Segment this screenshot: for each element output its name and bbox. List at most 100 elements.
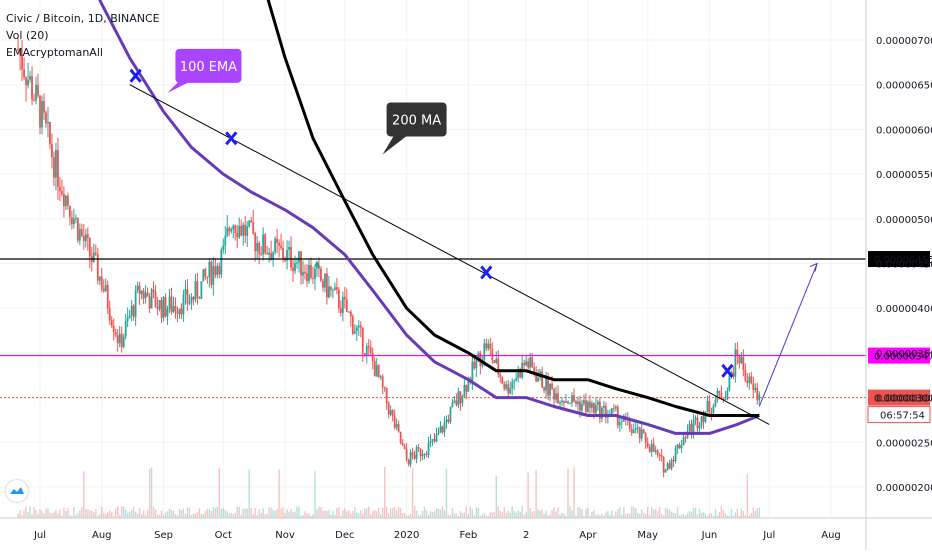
volume-bar bbox=[553, 507, 555, 518]
candle-body bbox=[337, 289, 340, 309]
volume-bar bbox=[690, 512, 693, 518]
volume-bar bbox=[212, 507, 215, 518]
candle-body bbox=[78, 229, 81, 241]
volume-bar bbox=[493, 511, 495, 518]
volume-bar bbox=[146, 509, 149, 518]
volume-bar bbox=[684, 515, 687, 518]
candle-body bbox=[268, 252, 271, 255]
volume-bar bbox=[115, 508, 117, 518]
volume-bar bbox=[629, 513, 631, 518]
candle-body bbox=[92, 252, 95, 263]
candle-body bbox=[104, 285, 107, 292]
candle-body bbox=[658, 454, 661, 456]
candle-body bbox=[742, 356, 745, 370]
volume-bar bbox=[387, 513, 390, 518]
volume-bar bbox=[344, 508, 346, 518]
candle-body bbox=[377, 365, 380, 378]
candle-body bbox=[415, 447, 418, 459]
price-tick-label: 0.00000450 bbox=[876, 260, 932, 271]
candle-body bbox=[178, 308, 181, 314]
volume-bar bbox=[425, 510, 428, 518]
volume-bar bbox=[49, 512, 51, 518]
volume-bar bbox=[395, 510, 398, 518]
price-label-box bbox=[868, 347, 930, 364]
volume-bar bbox=[71, 515, 73, 518]
candle-body bbox=[329, 286, 332, 290]
candle-body bbox=[507, 384, 510, 394]
volume-bar bbox=[366, 508, 368, 518]
candle-body bbox=[120, 333, 123, 347]
candle-body bbox=[82, 235, 85, 242]
candle-body bbox=[662, 457, 665, 473]
candle-body bbox=[331, 289, 334, 291]
ema-callout-text: 100 EMA bbox=[180, 60, 237, 75]
candle-body bbox=[549, 383, 551, 396]
volume-bar bbox=[142, 510, 145, 518]
volume-bar bbox=[652, 509, 655, 518]
candle-body bbox=[393, 415, 396, 428]
volume-bar bbox=[465, 506, 468, 518]
volume-bar bbox=[385, 506, 388, 518]
candle-body bbox=[192, 296, 195, 300]
candle-body bbox=[724, 399, 727, 401]
candle-body bbox=[674, 447, 677, 462]
candle-body bbox=[172, 306, 175, 312]
volume-bar bbox=[429, 511, 432, 518]
volume-bar bbox=[445, 468, 448, 518]
candle-body bbox=[652, 443, 655, 452]
candle-body bbox=[320, 268, 322, 281]
candle-body bbox=[441, 426, 444, 433]
time-tick-label: Feb bbox=[460, 530, 478, 541]
volume-bar bbox=[348, 510, 350, 518]
candle-body bbox=[561, 400, 563, 403]
candle-body bbox=[602, 405, 605, 408]
volume-bar bbox=[252, 513, 254, 518]
time-tick-label: Aug bbox=[92, 530, 112, 541]
candle-body bbox=[596, 401, 599, 405]
volume-bar bbox=[694, 507, 697, 518]
candle-body bbox=[357, 325, 360, 328]
candle-body bbox=[17, 48, 19, 50]
volume-bar bbox=[118, 515, 121, 518]
candle-body bbox=[523, 362, 526, 366]
volume-bar bbox=[352, 510, 354, 518]
candle-body bbox=[55, 150, 57, 178]
candle-body bbox=[706, 400, 709, 412]
candle-body bbox=[397, 424, 400, 432]
candle-body bbox=[106, 285, 109, 309]
candle-body bbox=[308, 264, 310, 282]
volume-bar bbox=[132, 506, 135, 518]
tradingview-logo-icon[interactable] bbox=[6, 480, 28, 502]
candle-body bbox=[367, 346, 370, 348]
volume-bar bbox=[200, 514, 203, 518]
legend-ema-indicator: EMAcryptomanAll bbox=[6, 46, 103, 59]
volume-bar bbox=[276, 509, 278, 518]
candle-body bbox=[212, 266, 215, 285]
volume-bar bbox=[609, 515, 611, 518]
candle-body bbox=[545, 377, 547, 391]
candle-body bbox=[61, 191, 63, 194]
candle-body bbox=[541, 371, 543, 388]
time-tick-label: Aug bbox=[821, 530, 841, 541]
volume-bar bbox=[631, 506, 633, 518]
volume-bar bbox=[443, 510, 446, 518]
volume-bar bbox=[698, 508, 701, 518]
volume-bar bbox=[294, 511, 296, 518]
candle-body bbox=[672, 459, 675, 462]
candle-body bbox=[702, 416, 705, 422]
candle-body bbox=[353, 331, 356, 334]
volume-bar bbox=[459, 510, 462, 518]
volume-bar bbox=[198, 508, 201, 518]
countdown-box bbox=[867, 406, 931, 424]
candle-body bbox=[160, 299, 163, 318]
volume-bar bbox=[635, 508, 637, 518]
candle-body bbox=[694, 417, 697, 420]
candle-body bbox=[583, 400, 585, 404]
candle-body bbox=[242, 224, 245, 236]
volume-bar bbox=[35, 509, 37, 518]
candle-body bbox=[186, 289, 189, 304]
volume-bar bbox=[393, 506, 396, 518]
candle-body bbox=[256, 242, 259, 252]
